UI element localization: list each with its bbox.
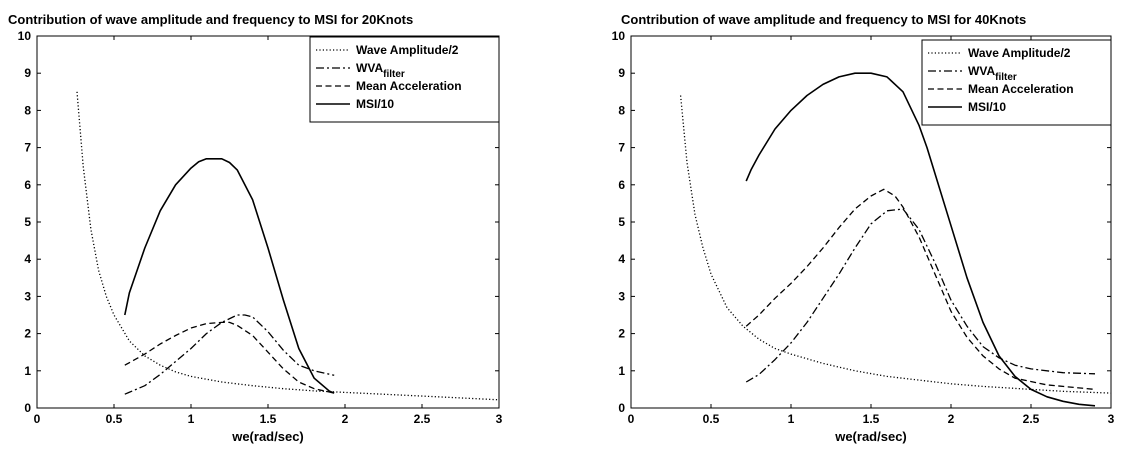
y-tick-label: 1 bbox=[618, 364, 625, 378]
legend-entry-name: WVA bbox=[356, 61, 383, 75]
y-tick-label: 2 bbox=[618, 327, 625, 341]
chart-panel-1: Contribution of wave amplitude and frequ… bbox=[8, 12, 503, 444]
x-tick-label: 0 bbox=[34, 412, 41, 426]
y-tick-label: 7 bbox=[618, 141, 625, 155]
y-tick-label: 8 bbox=[24, 103, 31, 117]
chart-panel-2: Contribution of wave amplitude and frequ… bbox=[612, 12, 1115, 444]
legend-entry-name: Mean Acceleration bbox=[356, 79, 462, 93]
y-tick-label: 4 bbox=[618, 252, 625, 266]
y-tick-label: 8 bbox=[618, 103, 625, 117]
y-tick-label: 6 bbox=[24, 178, 31, 192]
legend-entry: WVAfilter bbox=[356, 61, 405, 80]
x-tick-label: 1.5 bbox=[260, 412, 277, 426]
legend-entry: Mean Acceleration bbox=[968, 82, 1074, 96]
x-tick-label: 2 bbox=[948, 412, 955, 426]
chart-title: Contribution of wave amplitude and frequ… bbox=[8, 12, 413, 27]
series-line-msi-10 bbox=[124, 158, 335, 394]
legend-entry: MSI/10 bbox=[356, 97, 394, 111]
y-tick-label: 5 bbox=[618, 215, 625, 229]
y-tick-label: 9 bbox=[24, 66, 31, 80]
legend-entry-name: Mean Acceleration bbox=[968, 82, 1074, 96]
legend-entry: Mean Acceleration bbox=[356, 79, 462, 93]
x-tick-label: 0 bbox=[628, 412, 635, 426]
legend-entry-name: MSI/10 bbox=[968, 100, 1006, 114]
y-tick-label: 0 bbox=[24, 401, 31, 415]
y-tick-label: 2 bbox=[24, 327, 31, 341]
x-tick-label: 2.5 bbox=[1023, 412, 1040, 426]
y-tick-label: 9 bbox=[618, 66, 625, 80]
x-tick-label: 0.5 bbox=[703, 412, 720, 426]
x-tick-label: 1.5 bbox=[863, 412, 880, 426]
x-axis-label: we(rad/sec) bbox=[231, 429, 304, 444]
x-tick-label: 1 bbox=[788, 412, 795, 426]
legend-entry: Wave Amplitude/2 bbox=[968, 46, 1071, 60]
x-tick-label: 3 bbox=[1108, 412, 1115, 426]
y-tick-label: 7 bbox=[24, 141, 31, 155]
y-tick-label: 3 bbox=[618, 289, 625, 303]
series-line-wave-amplitude-2 bbox=[679, 95, 1112, 394]
legend-entry-name: WVA bbox=[968, 64, 995, 78]
y-tick-label: 10 bbox=[612, 29, 626, 43]
series-line-mean-acceleration bbox=[745, 188, 1096, 391]
x-tick-label: 2 bbox=[342, 412, 349, 426]
y-tick-label: 0 bbox=[618, 401, 625, 415]
series-line-wave-amplitude-2 bbox=[76, 91, 500, 401]
legend-entry: Wave Amplitude/2 bbox=[356, 43, 459, 57]
x-tick-label: 0.5 bbox=[106, 412, 123, 426]
y-tick-label: 10 bbox=[18, 29, 32, 43]
chart-title: Contribution of wave amplitude and frequ… bbox=[621, 12, 1026, 27]
legend-entry-subscript: filter bbox=[383, 69, 405, 80]
y-tick-label: 1 bbox=[24, 364, 31, 378]
legend-box bbox=[921, 39, 1112, 126]
x-tick-label: 3 bbox=[496, 412, 503, 426]
series-line-msi-10 bbox=[745, 72, 1096, 407]
y-tick-label: 4 bbox=[24, 252, 31, 266]
legend-entry-name: Wave Amplitude/2 bbox=[356, 43, 459, 57]
legend-entry-subscript: filter bbox=[995, 72, 1017, 83]
legend-box bbox=[309, 36, 500, 123]
y-tick-label: 6 bbox=[618, 178, 625, 192]
y-tick-label: 3 bbox=[24, 289, 31, 303]
legend-entry: MSI/10 bbox=[968, 100, 1006, 114]
x-tick-label: 2.5 bbox=[414, 412, 431, 426]
series-line-mean-acceleration bbox=[124, 321, 335, 394]
legend-entry-name: Wave Amplitude/2 bbox=[968, 46, 1071, 60]
legend-entry-name: MSI/10 bbox=[356, 97, 394, 111]
x-axis-label: we(rad/sec) bbox=[834, 429, 907, 444]
x-tick-label: 1 bbox=[188, 412, 195, 426]
series-line-wva bbox=[124, 314, 335, 395]
series-line-wva bbox=[745, 208, 1096, 383]
y-tick-label: 5 bbox=[24, 215, 31, 229]
legend-entry: WVAfilter bbox=[968, 64, 1017, 83]
